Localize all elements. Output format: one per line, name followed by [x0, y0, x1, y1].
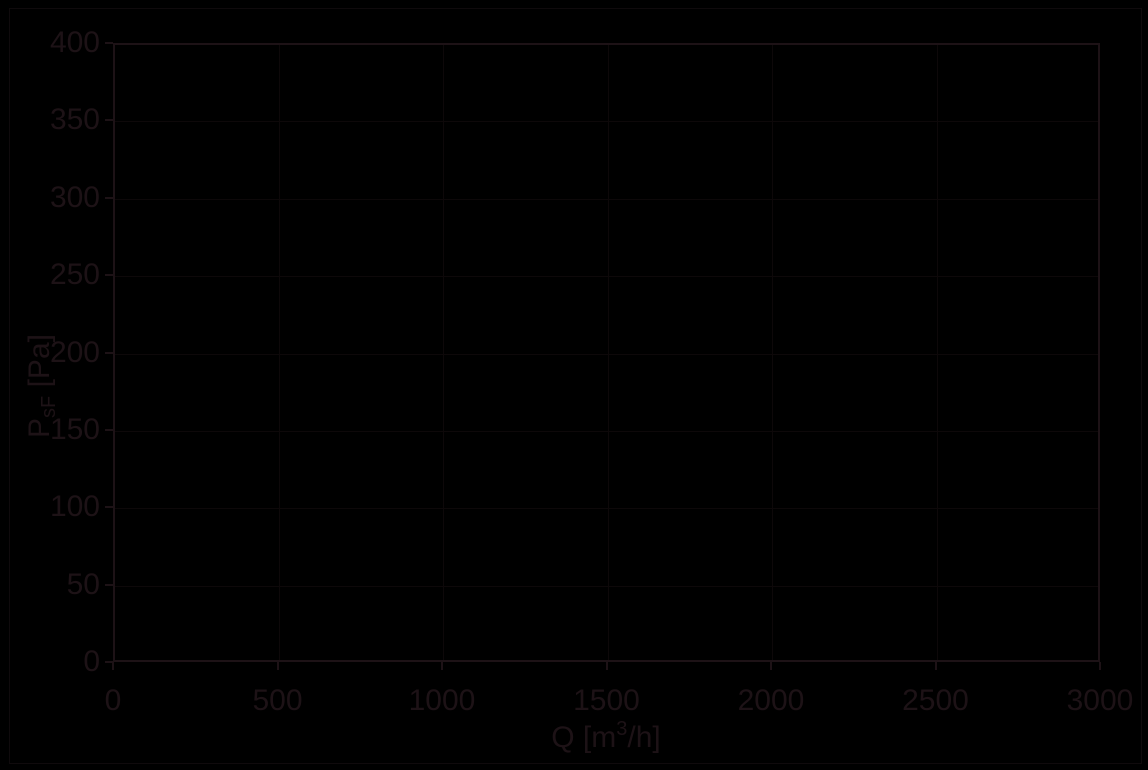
y-tick-mark: [105, 42, 113, 44]
h-grid-line: [115, 430, 1098, 432]
x-tick-label: 1500: [573, 684, 640, 717]
x-tick-mark: [934, 662, 937, 670]
x-axis-title: Q [m3/h]: [551, 719, 661, 754]
x-tick-label: 500: [252, 684, 303, 717]
y-tick-label: 200: [49, 335, 100, 369]
x-tick-label: 0: [104, 684, 122, 717]
y-tick-mark: [105, 119, 113, 122]
h-grid-line: [115, 198, 1098, 200]
x-tick-mark: [441, 662, 443, 670]
x-axis-title-superscript: 3: [616, 718, 628, 740]
y-tick-mark: [105, 428, 113, 431]
h-grid-line: [115, 353, 1098, 355]
x-tick-label: 3000: [1066, 684, 1134, 717]
x-axis-title-unit: /h]: [627, 721, 661, 754]
v-grid-line: [936, 45, 938, 660]
x-tick-mark: [276, 662, 279, 670]
figure-border: [9, 8, 1142, 764]
x-tick-mark: [1099, 662, 1101, 670]
y-tick-label: 250: [49, 258, 100, 292]
x-tick-label: 2500: [902, 684, 969, 717]
y-tick-mark: [105, 196, 113, 199]
x-tick-label: 1000: [408, 684, 476, 717]
y-tick-mark: [105, 274, 113, 277]
v-grid-line: [772, 45, 773, 660]
y-tick-mark: [105, 351, 113, 354]
y-tick-label: 50: [66, 567, 100, 601]
v-grid-line: [278, 45, 280, 660]
v-grid-line: [443, 45, 444, 660]
x-tick-mark: [605, 662, 608, 670]
v-grid-line: [607, 45, 609, 660]
y-tick-label: 300: [49, 180, 100, 214]
h-grid-line: [115, 585, 1098, 587]
y-tick-mark: [105, 583, 113, 586]
y-tick-label: 100: [49, 490, 100, 524]
x-axis-title-base: Q [m: [551, 721, 617, 754]
y-tick-label: 150: [49, 412, 100, 446]
plot-area: [113, 43, 1100, 662]
h-grid-line: [115, 276, 1098, 278]
y-tick-label: 0: [83, 645, 100, 678]
y-tick-label: 350: [49, 103, 100, 137]
x-tick-mark: [112, 662, 114, 670]
y-tick-mark: [105, 506, 113, 509]
x-tick-mark: [770, 662, 772, 670]
h-grid-line: [115, 508, 1098, 510]
x-tick-label: 2000: [737, 684, 805, 717]
y-tick-label: 400: [49, 26, 100, 59]
y-tick-mark: [105, 661, 113, 663]
h-grid-line: [115, 121, 1098, 123]
